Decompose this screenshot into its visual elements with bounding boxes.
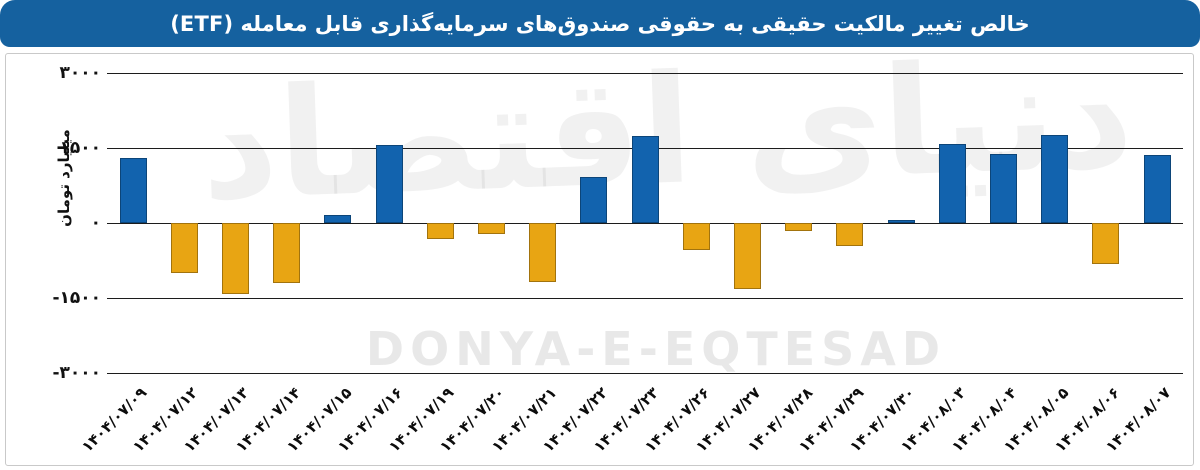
bar-۱۴۰۴/۰۸/۰۳ [938,144,966,223]
y-tick-label: -۳۰۰۰ [52,363,101,383]
bar-۱۴۰۴/۰۸/۰۴ [989,154,1017,223]
bar-۱۴۰۴/۰۷/۱۵ [324,214,352,223]
gridline--1500 [107,298,1183,299]
gridline-3000 [107,73,1183,74]
chart-title: خالص تغییر مالکیت حقیقی به حقوقی صندوق‌ه… [170,11,1030,36]
gridline--3000 [107,373,1183,374]
bar-۱۴۰۴/۰۷/۲۷ [733,223,761,289]
bar-۱۴۰۴/۰۷/۲۹ [836,223,864,246]
bar-۱۴۰۴/۰۷/۲۶ [682,223,710,250]
bar-۱۴۰۴/۰۷/۱۳ [221,223,249,294]
bar-۱۴۰۴/۰۷/۲۰ [477,223,505,234]
title-banner: خالص تغییر مالکیت حقیقی به حقوقی صندوق‌ه… [0,0,1200,47]
y-tick-label: ۰ [90,213,101,233]
bar-۱۴۰۴/۰۷/۲۲ [580,176,608,223]
gridline-0 [107,223,1183,224]
bar-۱۴۰۴/۰۷/۲۳ [631,136,659,223]
plot-area: ۳۰۰۰ ۱۵۰۰ ۰ -۱۵۰۰ -۳۰۰۰ ۱۴۰۴/۰۷/۰۹ ۱۴۰۴/۰۷/۱۲ ۱… [52,65,1183,456]
bar-۱۴۰۴/۰۷/۱۹ [426,223,454,239]
bar-۱۴۰۴/۰۷/۱۶ [375,144,403,223]
bar-۱۴۰۴/۰۷/۲۸ [785,223,813,231]
bar-۱۴۰۴/۰۷/۱۲ [170,223,198,273]
y-axis-title: میلیارد تومان [55,129,73,227]
bar-۱۴۰۴/۰۸/۰۷ [1143,154,1171,223]
y-tick-label: ۱۵۰۰ [59,138,101,158]
bar-۱۴۰۴/۰۷/۱۴ [273,223,301,283]
bar-۱۴۰۴/۰۸/۰۵ [1041,135,1069,223]
bar-۱۴۰۴/۰۷/۰۹ [119,158,147,223]
bar-۱۴۰۴/۰۸/۰۶ [1092,223,1120,264]
y-tick-label: ۳۰۰۰ [59,63,101,83]
bar-۱۴۰۴/۰۷/۳۰ [887,220,915,223]
bar-۱۴۰۴/۰۷/۲۱ [529,223,557,282]
chart-panel: دنیای اقتصاد DONYA-E-EQTESAD میلیارد توم… [5,53,1194,466]
y-tick-label: -۱۵۰۰ [52,288,101,308]
